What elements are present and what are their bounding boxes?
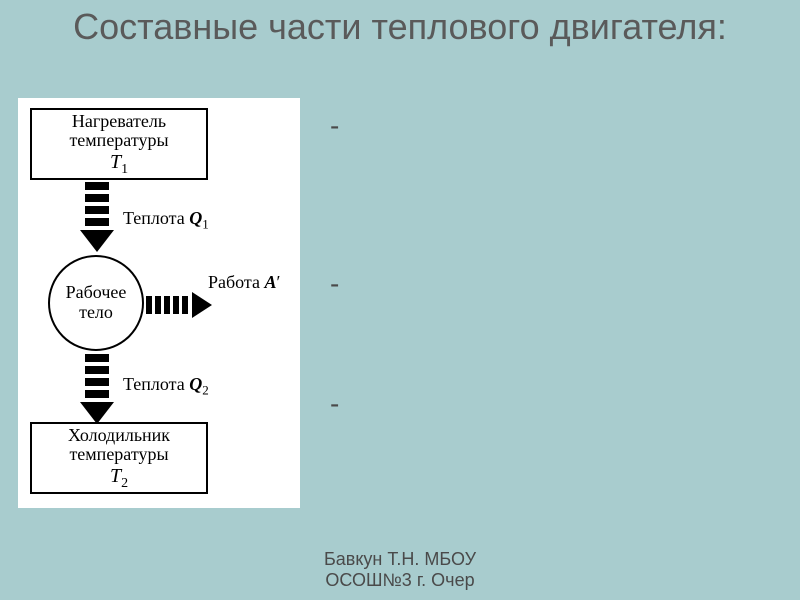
bullet-1: - xyxy=(330,110,339,142)
page-title: Составные части теплового двигателя: xyxy=(0,6,800,47)
arrow-heat-out xyxy=(80,354,114,424)
heater-label-1: Нагреватель xyxy=(72,111,166,132)
working-body-line2: тело xyxy=(79,303,113,323)
cooler-symbol: T2 xyxy=(110,465,128,492)
heat-out-label: Теплота Q2 xyxy=(123,374,209,399)
working-body-line1: Рабочее xyxy=(66,283,127,303)
bullet-list: - - - xyxy=(330,98,750,508)
cooler-box: Холодильник температуры T2 xyxy=(30,422,208,494)
cooler-label-2: температуры xyxy=(69,444,168,465)
arrow-work-out xyxy=(146,292,212,318)
footer-attribution: Бавкун Т.Н. МБОУ ОСОШ№3 г. Очер xyxy=(0,549,800,592)
footer-line1: Бавкун Т.Н. МБОУ xyxy=(0,549,800,571)
cooler-label-1: Холодильник xyxy=(68,425,170,446)
heater-box: Нагреватель температуры T1 xyxy=(30,108,208,180)
working-body-circle: Рабочее тело xyxy=(48,255,144,351)
footer-line2: ОСОШ№3 г. Очер xyxy=(0,570,800,592)
heater-symbol: T1 xyxy=(110,151,128,178)
bullet-2: - xyxy=(330,268,339,300)
bullet-3: - xyxy=(330,388,339,420)
engine-diagram: Нагреватель температуры T1 Теплота Q1 Ра… xyxy=(18,98,300,508)
heat-in-label: Теплота Q1 xyxy=(123,208,209,233)
arrow-heat-in xyxy=(80,182,114,252)
heater-label-2: температуры xyxy=(69,130,168,151)
work-out-label: Работа A′ xyxy=(208,272,280,293)
